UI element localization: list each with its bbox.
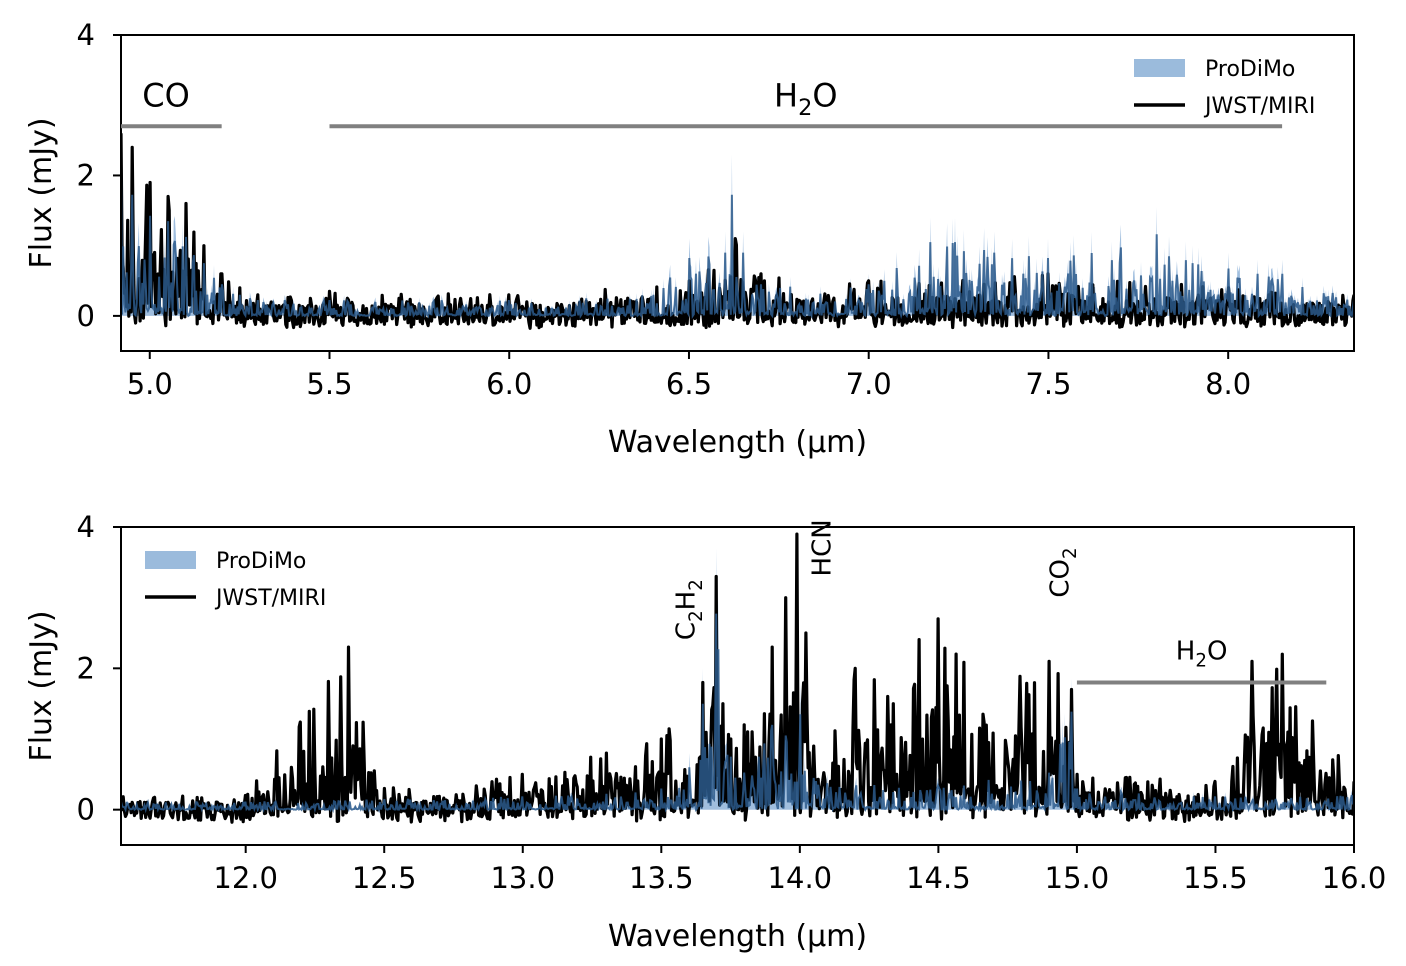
legend-label-jwst-miri: JWST/MIRI xyxy=(1203,94,1315,119)
series-prodimo-line xyxy=(121,173,1354,320)
x-tick-label: 6.5 xyxy=(666,367,712,401)
y-tick-label: 2 xyxy=(77,651,95,685)
legend: ProDiMo JWST/MIRI xyxy=(145,549,326,611)
x-tick-label: 14.0 xyxy=(768,861,833,895)
molecule-label: CO2 xyxy=(1046,547,1081,597)
y-axis-title: Flux (mJy) xyxy=(24,117,59,268)
axes-frame xyxy=(120,34,1355,352)
x-tick-label: 14.5 xyxy=(906,861,971,895)
x-tick-label: 13.0 xyxy=(490,861,555,895)
x-tick-label: 12.0 xyxy=(213,861,278,895)
band-label: H2O xyxy=(1176,636,1228,671)
x-tick-label: 12.5 xyxy=(352,861,417,895)
x-tick-label: 16.0 xyxy=(1322,861,1387,895)
molecule-label: HCN xyxy=(807,519,837,576)
y-axis-title: Flux (mJy) xyxy=(24,610,59,761)
legend-swatch-prodimo xyxy=(1134,59,1185,77)
y-tick-label: 4 xyxy=(77,18,95,52)
bottom-panel: 12.0 12.5 13.0 13.5 14.0 14.5 15.0 15.5 16.0 0 2 4 W… xyxy=(24,510,1386,954)
x-tick-label: 13.5 xyxy=(629,861,694,895)
x-tick-label: 7.5 xyxy=(1025,367,1071,401)
series-prodimo-line xyxy=(121,613,1354,814)
x-tick-label: 5.0 xyxy=(127,367,173,401)
x-tick-label: 6.0 xyxy=(486,367,532,401)
x-axis-title: Wavelength (μm) xyxy=(608,919,867,954)
x-tick-label: 7.0 xyxy=(846,367,892,401)
x-tick-label: 15.0 xyxy=(1045,861,1110,895)
axes-frame xyxy=(120,526,1355,846)
legend-label-jwst-miri: JWST/MIRI xyxy=(214,586,326,611)
legend-label-prodimo: ProDiMo xyxy=(216,549,306,574)
band-label: H2O xyxy=(774,76,838,121)
plot-area xyxy=(121,532,1354,824)
y-tick-label: 4 xyxy=(77,510,95,544)
y-tick-label: 0 xyxy=(77,793,95,827)
top-panel: 5.0 5.5 6.0 6.5 7.0 7.5 8.0 0 2 4 Wavelength (μm) F… xyxy=(24,18,1355,460)
y-tick-label: 0 xyxy=(77,299,95,333)
y-tick-label: 2 xyxy=(77,158,95,192)
x-axis-title: Wavelength (μm) xyxy=(608,425,867,460)
legend: ProDiMo JWST/MIRI xyxy=(1134,57,1315,119)
series-jwst-miri-line xyxy=(121,532,1354,824)
band-label: CO xyxy=(142,76,190,114)
legend-label-prodimo: ProDiMo xyxy=(1205,57,1295,82)
x-tick-label: 15.5 xyxy=(1183,861,1248,895)
plot-area xyxy=(121,126,1354,330)
legend-swatch-prodimo xyxy=(145,551,196,569)
x-tick-label: 8.0 xyxy=(1205,367,1251,401)
molecule-label: C2H2 xyxy=(672,579,707,640)
x-tick-label: 5.5 xyxy=(306,367,352,401)
